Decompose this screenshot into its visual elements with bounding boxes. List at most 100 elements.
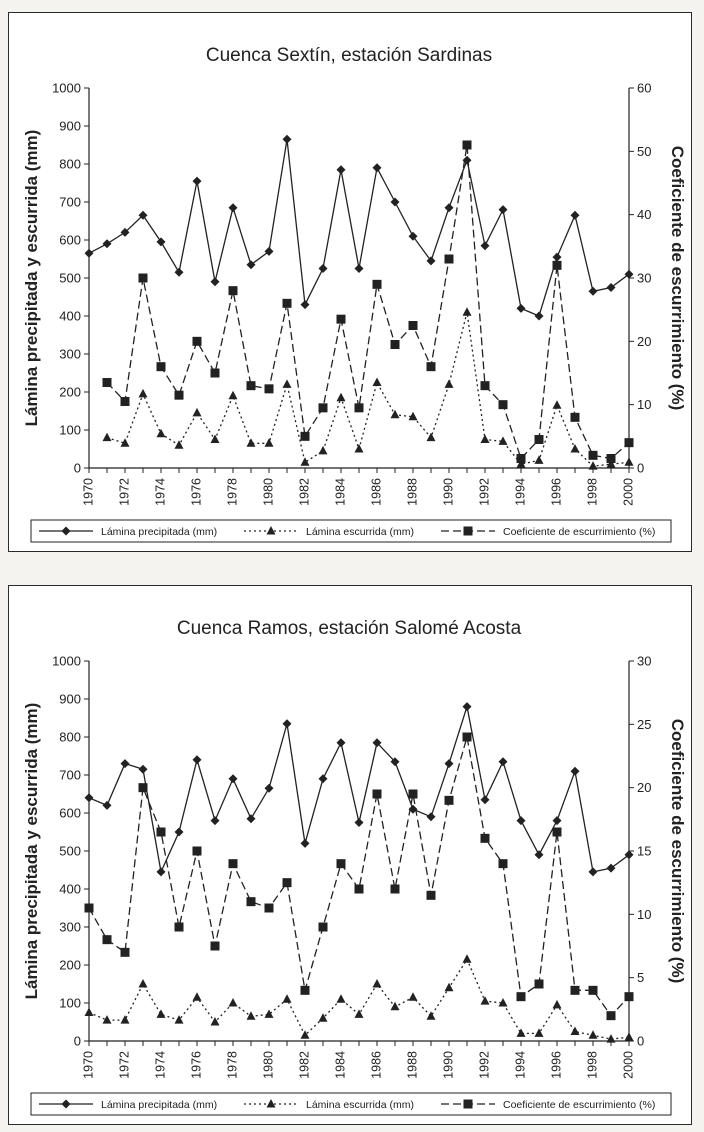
data-point-square [444, 254, 454, 264]
data-point-triangle [534, 455, 544, 464]
data-point-square [516, 454, 526, 463]
data-point-square [264, 384, 274, 394]
data-point-diamond [408, 231, 418, 241]
data-point-square [84, 903, 94, 913]
data-point-diamond [408, 804, 418, 814]
chart-panel-ramos: Cuenca Ramos, estación Salomé Acosta 0 100… [8, 585, 692, 1125]
y2-tick-label: 60 [637, 81, 651, 96]
data-point-square [120, 397, 130, 406]
data-point-triangle [534, 1028, 544, 1037]
data-point-square [390, 884, 400, 894]
data-point-diamond [138, 210, 148, 220]
data-point-square [120, 947, 130, 957]
data-point-square [462, 140, 472, 150]
x-tick-label: 1994 [513, 1051, 527, 1079]
x-tick-label: 1990 [441, 478, 455, 506]
data-point-square [498, 400, 508, 410]
data-point-square [552, 260, 562, 270]
data-point-square [624, 992, 634, 1002]
y2-tick-label: 5 [637, 970, 644, 985]
series-diamond [84, 134, 634, 321]
data-point-triangle [354, 1009, 364, 1018]
x-tick-label: 1972 [117, 478, 131, 506]
y-tick-label: 100 [59, 996, 81, 1011]
legend-marker-triangle [266, 1099, 276, 1108]
data-point-triangle [102, 432, 112, 442]
data-point-diamond [138, 764, 148, 774]
data-point-diamond [552, 816, 562, 826]
data-point-triangle [120, 1015, 130, 1024]
data-point-triangle [570, 444, 580, 453]
data-point-triangle [228, 390, 238, 400]
data-point-square [588, 450, 598, 460]
legend-marker-square [463, 1099, 473, 1109]
data-point-diamond [120, 759, 130, 769]
data-point-diamond [570, 210, 580, 220]
y2-tick-label: 30 [637, 271, 651, 286]
x-tick-label: 1998 [585, 1051, 599, 1079]
y2-tick-label: 10 [637, 397, 651, 412]
data-point-triangle [552, 400, 562, 409]
data-point-diamond [282, 719, 292, 729]
x-tick-label: 1996 [549, 1051, 563, 1079]
data-point-diamond [516, 303, 526, 313]
data-point-triangle [318, 1013, 328, 1022]
data-point-square [300, 431, 310, 441]
data-point-triangle [120, 438, 130, 447]
y-axis-title: Lámina precipitada y escurrida (mm) [22, 703, 41, 1000]
data-point-square [282, 878, 292, 888]
data-point-triangle [246, 1011, 256, 1020]
x-tick-label: 1982 [297, 478, 311, 506]
y-axis-title: Lámina precipitada y escurrida (mm) [22, 130, 41, 427]
x-tick-label: 1976 [189, 1051, 203, 1079]
data-point-square [300, 985, 310, 995]
data-point-triangle [264, 438, 274, 447]
data-point-square [210, 941, 220, 951]
data-point-square [246, 381, 256, 391]
data-point-diamond [282, 134, 292, 144]
data-point-triangle [372, 377, 382, 386]
series-line [88, 736, 630, 1017]
data-point-diamond [318, 774, 328, 784]
data-point-square [228, 286, 238, 296]
data-point-square [372, 279, 382, 289]
data-point-square [174, 390, 184, 400]
y-tick-label: 800 [59, 730, 81, 745]
data-point-diamond [156, 237, 166, 247]
data-point-diamond [606, 283, 616, 292]
x-tick-label: 1986 [369, 1051, 383, 1079]
x-tick-label: 1980 [261, 478, 275, 506]
data-point-diamond [534, 850, 544, 860]
data-point-triangle [210, 434, 220, 443]
x-tick-label: 1978 [225, 1051, 239, 1079]
y-tick-label: 0 [74, 1034, 81, 1049]
data-point-triangle [570, 1026, 580, 1035]
series-square [84, 732, 634, 1021]
data-point-triangle [516, 1028, 526, 1037]
chart-title: Cuenca Ramos, estación Salomé Acosta [177, 618, 522, 639]
data-point-triangle [462, 954, 472, 963]
data-point-diamond [300, 300, 310, 310]
data-point-square [624, 438, 634, 448]
data-point-triangle [462, 307, 472, 316]
data-point-diamond [228, 203, 238, 213]
legend-box [30, 519, 672, 543]
data-point-diamond [102, 800, 112, 810]
data-point-diamond [390, 757, 400, 767]
y-tick-label: 1000 [52, 81, 81, 96]
x-tick-label: 1970 [81, 478, 95, 506]
data-point-square [606, 454, 616, 463]
legend-label: Coeficiente de escurrimiento (%) [503, 1099, 655, 1111]
data-point-diamond [354, 264, 364, 273]
data-point-square [444, 795, 454, 805]
x-tick-label: 1988 [405, 478, 419, 506]
y2-tick-label: 30 [637, 654, 651, 669]
x-tick-label: 1980 [261, 1051, 275, 1079]
data-point-square [588, 985, 598, 995]
data-point-triangle [444, 379, 454, 388]
y2-tick-label: 50 [637, 144, 651, 159]
data-point-triangle [84, 1007, 94, 1016]
data-point-diamond [552, 252, 562, 262]
data-point-triangle [480, 996, 490, 1005]
data-point-square [336, 859, 346, 869]
